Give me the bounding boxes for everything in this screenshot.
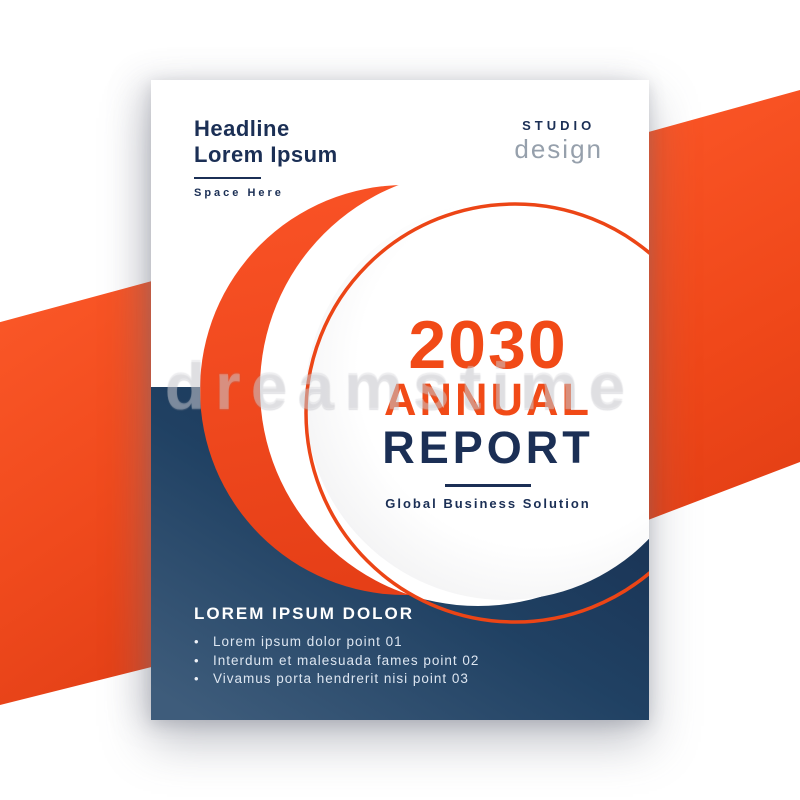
bullet-list: • Lorem ipsum dolor point 01 • Interdum …	[194, 635, 479, 686]
headline-subtitle: Space Here	[194, 187, 284, 199]
headline-block: Headline Lorem Ipsum Space Here	[194, 116, 338, 199]
studio-logo-top: STUDIO	[522, 118, 596, 133]
headline-line2: Lorem Ipsum	[194, 142, 338, 167]
title-divider	[445, 484, 531, 487]
report-title-report: REPORT	[382, 422, 594, 473]
bottom-heading: LOREM IPSUM DOLOR	[194, 604, 415, 623]
orange-diagonal-shape-right	[648, 90, 800, 520]
bottom-content-block: LOREM IPSUM DOLOR • Lorem ipsum dolor po…	[194, 604, 479, 691]
inner-gradient-circle	[305, 200, 649, 600]
list-item-text: Vivamus porta hendrerit nisi point 03	[213, 671, 469, 686]
list-item: • Interdum et malesuada fames point 02	[194, 652, 480, 668]
report-year: 2030	[408, 307, 568, 383]
report-title-block: 2030 ANNUAL REPORT Global Business Solut…	[338, 307, 638, 511]
report-tagline: Global Business Solution	[385, 496, 591, 511]
bullet-icon: •	[194, 634, 200, 649]
list-item-text: Interdum et malesuada fames point 02	[213, 652, 480, 668]
headline-line1: Headline	[194, 116, 290, 141]
list-item: • Vivamus porta hendrerit nisi point 03	[194, 672, 479, 686]
brochure-card: Headline Lorem Ipsum Space Here STUDIO d…	[151, 80, 649, 720]
orange-diagonal-shape-left	[0, 281, 152, 705]
studio-logo-bottom: design	[514, 134, 603, 164]
bullet-icon: •	[194, 671, 200, 686]
orange-ring-outline	[304, 202, 649, 624]
headline-divider	[194, 177, 261, 179]
brochure-graphics	[151, 170, 649, 720]
studio-logo: STUDIO design	[514, 118, 603, 165]
bullet-icon: •	[194, 652, 200, 668]
list-item: • Lorem ipsum dolor point 01	[194, 635, 479, 649]
list-item-text: Lorem ipsum dolor point 01	[213, 634, 403, 649]
report-title-annual: ANNUAL	[384, 374, 592, 425]
